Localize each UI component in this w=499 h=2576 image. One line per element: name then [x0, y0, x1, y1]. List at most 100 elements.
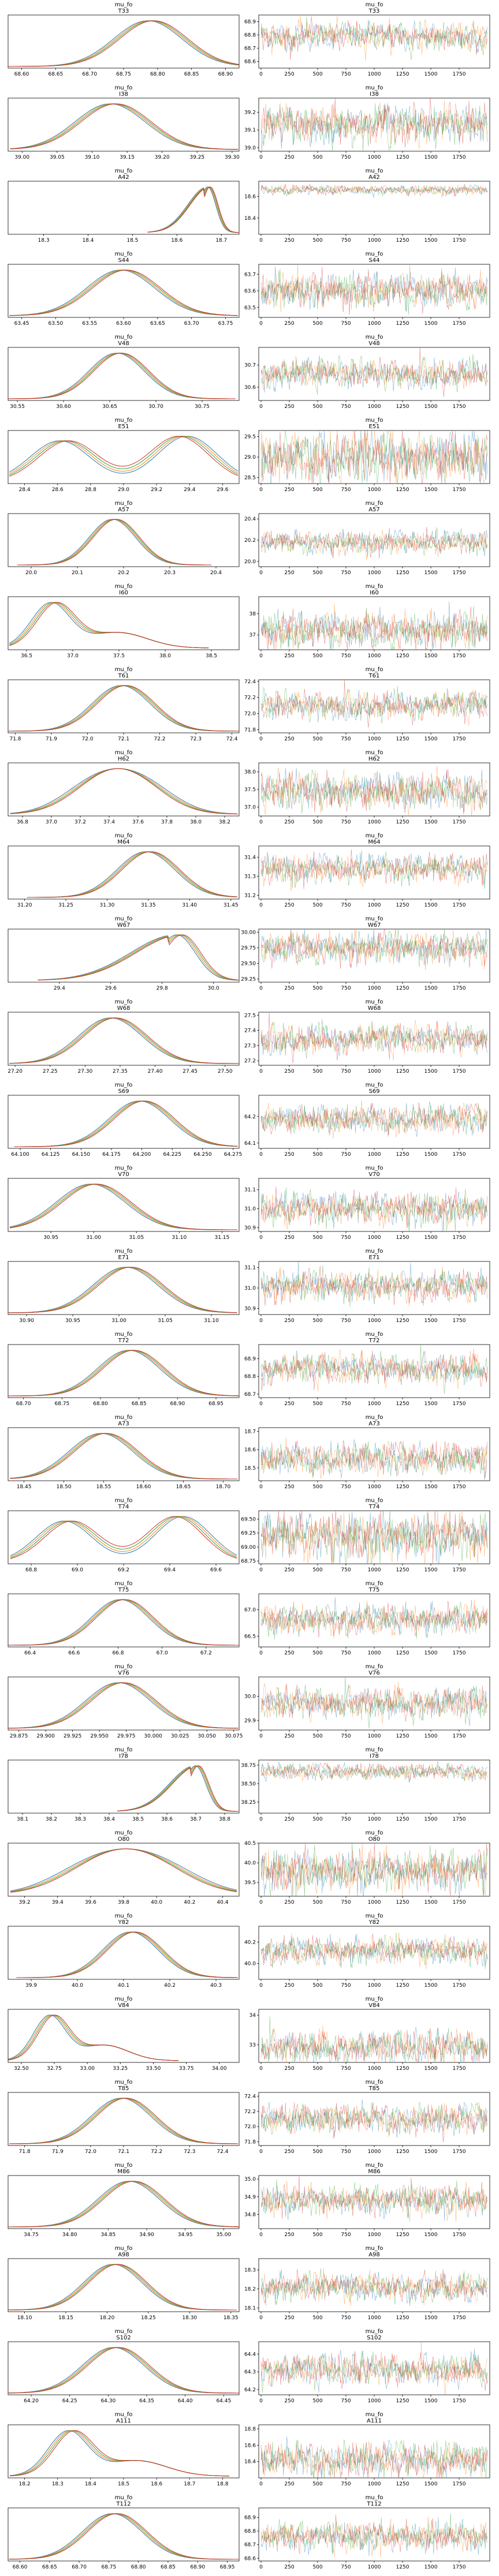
- x-tick-label: 1000: [368, 155, 381, 160]
- x-tick-label: 72.4: [226, 736, 237, 742]
- x-tick-label: 68.90: [218, 72, 233, 77]
- x-tick-label: 38.1: [17, 1817, 28, 1822]
- x-tick-label: 1500: [424, 653, 438, 659]
- x-tick-label: 1750: [453, 903, 466, 908]
- x-tick-label: 39.05: [50, 155, 65, 160]
- panel-title-coord: M64: [368, 839, 380, 845]
- x-tick-label: 39.2: [19, 1900, 31, 1905]
- x-tick-label: 68.8: [25, 1567, 37, 1573]
- panel-title-var: mu_fo: [366, 251, 383, 257]
- x-tick-label: 500: [312, 1069, 322, 1074]
- x-tick-label: 1250: [396, 238, 409, 244]
- density-curve-chain-2: [8, 353, 236, 399]
- x-tick-label: 250: [284, 1900, 294, 1905]
- y-tick-label: 18.4: [244, 216, 256, 222]
- x-tick-label: 1000: [368, 321, 381, 327]
- x-tick-label: 18.50: [57, 1484, 72, 1490]
- panel-title-var: mu_fo: [366, 1664, 383, 1670]
- panel-title-coord: S69: [368, 1088, 379, 1095]
- x-tick-label: 38.5: [206, 653, 217, 659]
- x-tick-label: 0: [259, 653, 263, 659]
- y-tick-label: 71.8: [244, 727, 256, 733]
- density-curve-chain-3: [9, 2098, 238, 2144]
- x-tick-label: 36.8: [17, 819, 28, 825]
- y-tick-label: 29.9: [244, 1718, 256, 1724]
- x-tick-label: 1250: [396, 1733, 409, 1739]
- x-tick-label: 20.4: [210, 570, 222, 576]
- x-tick-label: 18.3: [52, 2481, 64, 2487]
- panel-title-coord: V70: [368, 1171, 380, 1178]
- panel-title-coord: T112: [366, 2501, 381, 2507]
- x-tick-label: 31.00: [86, 1235, 101, 1241]
- x-tick-label: 1750: [453, 2149, 466, 2155]
- x-tick-label: 38.5: [132, 1817, 144, 1822]
- x-tick-label: 30.55: [10, 404, 25, 410]
- x-tick-label: 0: [259, 2149, 263, 2155]
- trace-line-chain-4: [260, 1102, 487, 1136]
- axes-frame: [8, 2092, 240, 2146]
- panel-title-var: mu_fo: [115, 999, 133, 1005]
- x-tick-label: 64.200: [133, 1152, 151, 1158]
- x-tick-label: 66.4: [24, 1650, 36, 1656]
- x-tick-label: 750: [341, 238, 351, 244]
- panel-title-coord: A98: [368, 2252, 380, 2258]
- y-tick-label: 27.5: [244, 1013, 256, 1019]
- y-tick-label: 29.0: [244, 455, 256, 460]
- density-curve-chain-3: [117, 1765, 239, 1812]
- x-tick-label: 0: [259, 986, 263, 991]
- y-tick-label: 30.00: [241, 930, 256, 935]
- x-tick-label: 39.25: [189, 155, 204, 160]
- x-tick-label: 250: [284, 1733, 294, 1739]
- trace-line-chain-1: [260, 1101, 487, 1137]
- trace-line-chain-3: [260, 1933, 487, 1969]
- x-tick-label: 250: [284, 1318, 294, 1324]
- y-tick-label: 18.1: [244, 2305, 256, 2311]
- panel-title-var: mu_fo: [115, 2, 133, 8]
- x-tick-label: 64.35: [139, 2398, 154, 2404]
- y-tick-label: 68.6: [244, 59, 256, 65]
- x-tick-label: 64.175: [102, 1152, 121, 1158]
- y-tick-label: 30.9: [244, 1306, 256, 1312]
- panel-title-var: mu_fo: [115, 251, 133, 257]
- y-tick-label: 68.7: [244, 46, 256, 52]
- y-tick-label: 39.1: [244, 128, 256, 133]
- x-tick-label: 750: [341, 1983, 351, 1989]
- x-tick-label: 750: [341, 1817, 351, 1822]
- x-tick-label: 36.5: [21, 653, 32, 659]
- panel-title-coord: A57: [368, 507, 380, 513]
- y-tick-label: 39.0: [244, 145, 256, 151]
- y-tick-label: 27.2: [244, 1058, 256, 1064]
- y-tick-label: 31.1: [244, 1188, 256, 1193]
- density-curve-chain-3: [8, 353, 236, 399]
- panel-title-coord: E51: [368, 424, 379, 430]
- x-tick-label: 1750: [453, 1567, 466, 1573]
- density-curve-chain-2: [9, 2513, 239, 2560]
- panel-title-coord: A73: [368, 1421, 380, 1427]
- axes-frame: [8, 1178, 240, 1232]
- trace-line-chain-4: [260, 2102, 487, 2143]
- panel-title-coord: T85: [118, 2085, 129, 2092]
- x-tick-label: 18.35: [224, 2315, 239, 2321]
- x-tick-label: 63.60: [116, 321, 131, 327]
- x-tick-label: 500: [312, 2564, 322, 2570]
- x-tick-label: 38.3: [75, 1817, 86, 1822]
- panel-title-var: mu_fo: [366, 2162, 383, 2169]
- trace-line-chain-2: [260, 2180, 487, 2222]
- x-tick-label: 30.95: [65, 1318, 80, 1324]
- x-tick-label: 500: [312, 155, 322, 160]
- density-curve-chain-2: [10, 103, 239, 150]
- x-tick-label: 1500: [424, 2564, 438, 2570]
- trace-line-chain-3: [260, 1843, 487, 1897]
- density-curve-chain-3: [8, 1599, 239, 1646]
- x-tick-label: 1500: [424, 487, 438, 493]
- panel-title-coord: T33: [118, 8, 129, 14]
- panel-title-var: mu_fo: [115, 916, 133, 922]
- panel-title-var: mu_fo: [115, 417, 133, 424]
- x-tick-label: 64.250: [193, 1152, 212, 1158]
- y-tick-label: 31.0: [244, 1286, 256, 1291]
